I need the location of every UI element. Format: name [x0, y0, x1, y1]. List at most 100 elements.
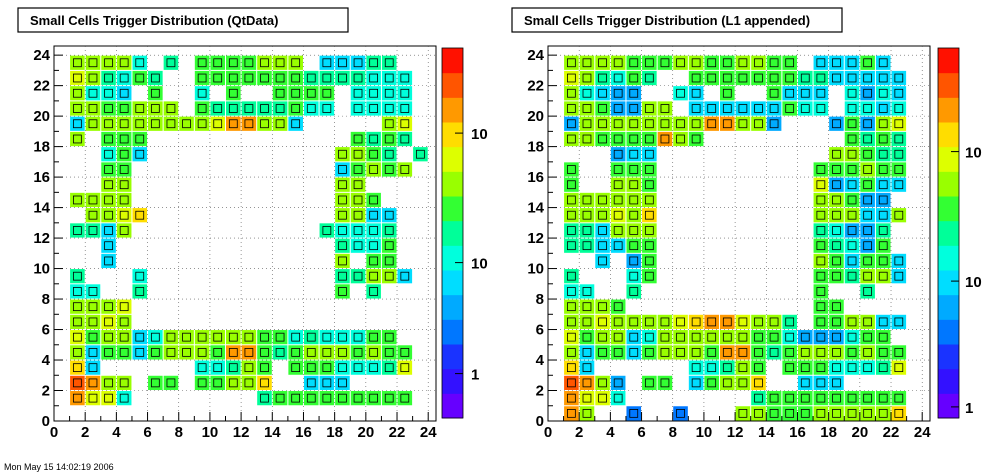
- cell-box-marker: [104, 241, 113, 251]
- heatmap-cell: [642, 375, 657, 391]
- cell-box-marker: [878, 226, 888, 235]
- heatmap-cell: [766, 116, 782, 131]
- heatmap-cell: [397, 360, 413, 375]
- cell-box-marker: [754, 363, 763, 373]
- cell-box-marker: [629, 226, 639, 235]
- cell-box-marker: [88, 332, 98, 342]
- cell-box-marker: [228, 378, 238, 388]
- cell-box-marker: [260, 363, 269, 373]
- cell-box-marker: [754, 348, 763, 357]
- cell-box-marker: [119, 302, 129, 312]
- heatmap-cell: [813, 345, 829, 360]
- heatmap-cell: [642, 269, 657, 284]
- cell-box-marker: [644, 119, 654, 129]
- cell-box-marker: [722, 58, 732, 68]
- heatmap-cell: [148, 375, 163, 391]
- cell-box-marker: [832, 271, 841, 281]
- color-scale-segment: [938, 97, 959, 123]
- cell-box-marker: [104, 393, 113, 403]
- heatmap-cell: [85, 360, 101, 375]
- cell-box-marker: [322, 393, 332, 403]
- color-scale-segment: [442, 72, 463, 98]
- heatmap-cell: [844, 208, 860, 223]
- cell-box-marker: [213, 348, 223, 357]
- heatmap-cell: [610, 162, 626, 177]
- x-tick-label: 10: [696, 424, 713, 441]
- z-tick-label: 10: [965, 274, 982, 291]
- heatmap-cell: [813, 253, 829, 269]
- cell-box-marker: [73, 378, 82, 388]
- cell-box-marker: [863, 317, 872, 327]
- heatmap-cell: [257, 101, 272, 116]
- heatmap-cell: [226, 116, 241, 131]
- heatmap-cell: [579, 116, 595, 131]
- heatmap-cell: [595, 330, 610, 345]
- cell-box-marker: [275, 393, 285, 403]
- cell-box-marker: [567, 393, 576, 403]
- heatmap-cell: [642, 70, 657, 86]
- cell-box-marker: [353, 393, 363, 403]
- heatmap-cell: [85, 192, 101, 208]
- cell-box-marker: [104, 348, 113, 357]
- cell-box-marker: [832, 73, 841, 83]
- cell-box-marker: [197, 363, 207, 373]
- cell-box-marker: [567, 378, 576, 388]
- heatmap-cell: [610, 70, 626, 86]
- cell-box-marker: [878, 210, 888, 220]
- cell-box-marker: [613, 88, 623, 98]
- cell-box-marker: [119, 104, 129, 113]
- heatmap-cell: [579, 345, 595, 360]
- cell-box-marker: [863, 119, 872, 129]
- cell-box-marker: [338, 393, 347, 403]
- cell-box-marker: [260, 332, 269, 342]
- heatmap-cell: [829, 162, 844, 177]
- cell-box-marker: [894, 271, 904, 281]
- cell-box-marker: [582, 332, 592, 342]
- heatmap-cell: [319, 86, 335, 101]
- cell-box-marker: [878, 73, 888, 83]
- heatmap-cell: [844, 345, 860, 360]
- heatmap-cell: [194, 116, 210, 131]
- cell-box-marker: [567, 226, 576, 235]
- cell-box-marker: [582, 317, 592, 327]
- heatmap-cell: [626, 223, 642, 238]
- cell-box-marker: [338, 210, 347, 220]
- heatmap-cell: [335, 330, 350, 345]
- cell-box-marker: [104, 73, 113, 83]
- heatmap-cell: [626, 208, 642, 223]
- heatmap-cell: [844, 192, 860, 208]
- heatmap-cell: [751, 101, 766, 116]
- cell-box-marker: [275, 73, 285, 83]
- heatmap-cell: [210, 101, 226, 116]
- cell-box-marker: [135, 104, 145, 113]
- color-scale-segment: [442, 48, 463, 74]
- cell-box-marker: [878, 104, 888, 113]
- heatmap-cell: [626, 238, 642, 253]
- cell-box-marker: [384, 363, 394, 373]
- cell-box-marker: [582, 210, 592, 220]
- heatmap-cell: [813, 238, 829, 253]
- cell-box-marker: [582, 378, 592, 388]
- heatmap-cell: [891, 253, 907, 269]
- heatmap-cell: [829, 406, 844, 421]
- heatmap-cell: [610, 55, 626, 70]
- x-tick-label: 16: [295, 424, 312, 441]
- color-scale-segment: [938, 146, 959, 172]
- heatmap-cell: [335, 391, 350, 406]
- heatmap-cell: [564, 162, 579, 177]
- heatmap-cell: [875, 192, 891, 208]
- heatmap-cell: [101, 253, 116, 269]
- heatmap-cell: [875, 55, 891, 70]
- heatmap-cell: [610, 147, 626, 162]
- heatmap-cell: [132, 116, 148, 131]
- cell-box-marker: [863, 241, 872, 251]
- heatmap-cell: [642, 177, 657, 192]
- heatmap-cell: [797, 391, 813, 406]
- heatmap-cell: [564, 223, 579, 238]
- cell-box-marker: [260, 348, 269, 357]
- color-scale-segment: [938, 294, 959, 320]
- cell-box-marker: [567, 332, 576, 342]
- heatmap-cell: [101, 192, 116, 208]
- heatmap-cell: [350, 147, 366, 162]
- heatmap-cell: [148, 330, 163, 345]
